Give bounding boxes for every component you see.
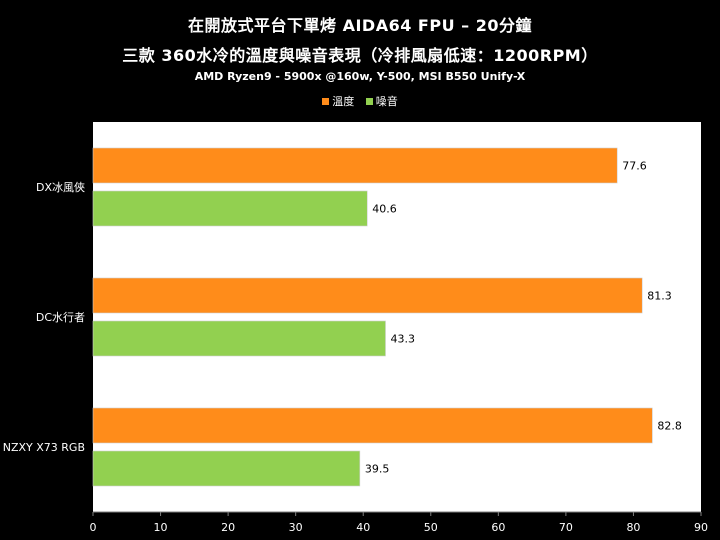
x-tick-label-8: 80 [626, 521, 640, 534]
data-label-temperature-2: 82.8 [657, 420, 682, 433]
legend-item-temperature: 溫度 [322, 93, 354, 109]
chart-subtitle: AMD Ryzen9 - 5900x @160w, Y-500, MSI B55… [194, 70, 526, 83]
category-label-0: DX冰風俠 [36, 181, 85, 194]
legend-label-noise: 噪音 [375, 95, 398, 108]
bar-temperature-2 [92, 407, 653, 444]
chart-title-line2: 三款 360水冷的溫度與噪音表現（冷排風扇低速：1200RPM） [122, 46, 598, 65]
bar-temperature-0 [92, 147, 618, 184]
data-label-temperature-1: 81.3 [647, 290, 672, 303]
legend-swatch-noise [365, 97, 373, 105]
x-tick-label-7: 70 [559, 521, 573, 534]
x-tick-label-2: 20 [221, 521, 235, 534]
legend: 溫度 噪音 [0, 93, 720, 109]
x-tick-label-0: 0 [90, 521, 97, 534]
plot-background [93, 122, 701, 512]
x-tick-label-6: 60 [491, 521, 505, 534]
x-tick-label-9: 90 [694, 521, 708, 534]
bar-noise-0 [92, 190, 368, 227]
bar-noise-2 [92, 450, 361, 487]
bar-temperature-1 [92, 277, 643, 314]
x-tick-label-3: 30 [289, 521, 303, 534]
data-label-noise-2: 39.5 [365, 463, 390, 476]
category-label-2: NZXY X73 RGB [3, 441, 85, 454]
category-label-1: DC水行者 [36, 311, 85, 324]
data-label-noise-0: 40.6 [372, 203, 397, 216]
bar-noise-1 [92, 320, 386, 357]
legend-swatch-temperature [322, 97, 330, 105]
data-label-temperature-0: 77.6 [622, 160, 647, 173]
legend-item-noise: 噪音 [365, 93, 398, 109]
x-tick-label-5: 50 [424, 521, 438, 534]
legend-label-temperature: 溫度 [332, 95, 355, 108]
chart-title: 在開放式平台下單烤 AIDA64 FPU – 20分鐘 [188, 16, 532, 35]
x-tick-label-1: 10 [154, 521, 168, 534]
data-label-noise-1: 43.3 [391, 333, 416, 346]
x-tick-label-4: 40 [356, 521, 370, 534]
